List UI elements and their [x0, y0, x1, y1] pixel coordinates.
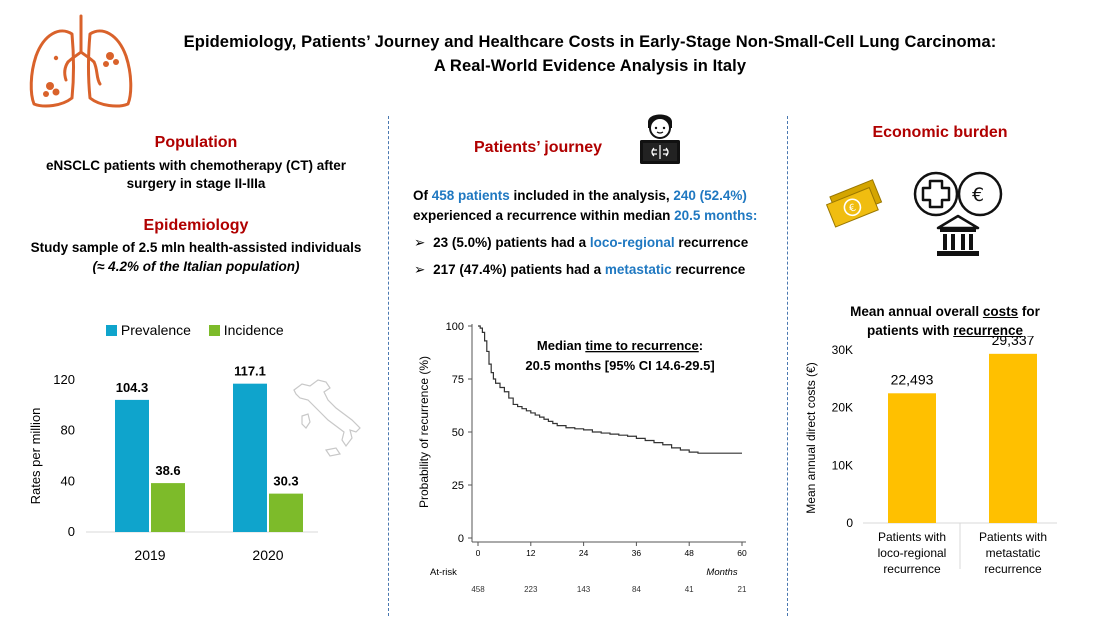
page-title: Epidemiology, Patients’ Journey and Heal… — [183, 33, 997, 75]
bar-data-label: 104.3 — [116, 380, 149, 395]
bullet-arrow-icon: ➢ — [414, 235, 426, 250]
doctor-xray-icon — [640, 114, 680, 164]
km-annotation-line1: Median time to recurrence: — [537, 338, 703, 353]
cost-bar-metastatic — [989, 353, 1037, 523]
at-risk-count: 223 — [524, 585, 538, 594]
bar-data-label: 30.3 — [273, 474, 298, 489]
at-risk-count: 143 — [577, 585, 591, 594]
cost-category-label: Patients with — [979, 530, 1047, 544]
population-text: eNSCLC patients with chemotherapy (CT) a… — [45, 158, 347, 191]
cost-y-tick-label: 30K — [832, 343, 853, 357]
cost-y-tick-label: 20K — [832, 401, 853, 415]
cost-bar-loco-regional — [888, 393, 936, 523]
bar-prevalence-2020 — [233, 383, 267, 532]
cost-category-label: recurrence — [883, 562, 941, 576]
at-risk-count: 21 — [738, 585, 747, 594]
bar-data-label: 117.1 — [234, 364, 266, 379]
km-annotation-line2: 20.5 months [95% CI 14.6-29.5] — [525, 358, 714, 373]
legend-swatch-incidence — [208, 325, 220, 336]
journey-heading: Patients’ journey — [474, 139, 603, 156]
y-tick-label: 0 — [68, 524, 75, 539]
epidemiology-bar-chart: 0 40 80 120 Rates per million 104.3 38.6 2019 11… — [28, 364, 318, 563]
euro-symbol: € — [972, 184, 984, 206]
bar-incidence-2020 — [269, 493, 303, 532]
km-x-tick-label: 12 — [526, 548, 536, 558]
journey-intro: Of 458 patients included in the analysis… — [413, 188, 758, 223]
bar-incidence-2019 — [151, 483, 185, 532]
km-y-tick-label: 25 — [452, 480, 464, 492]
cost-category-label: Patients with — [878, 530, 946, 544]
legend-swatch-prevalence — [106, 325, 117, 336]
money-bills-icon: € — [825, 179, 883, 228]
lungs-icon — [29, 14, 133, 108]
journey-bullet-metastatic: ➢ 217 (47.4%) patients had a metastatic … — [414, 262, 746, 277]
km-x-tick-label: 60 — [737, 548, 747, 558]
epidemiology-note: (≈ 4.2% of the Italian population) — [92, 259, 300, 274]
km-x-tick-label: 48 — [684, 548, 694, 558]
at-risk-count: 41 — [685, 585, 694, 594]
km-x-tick-label: 36 — [632, 548, 642, 558]
cost-y-tick-label: 0 — [846, 516, 853, 530]
y-tick-label: 120 — [53, 372, 75, 387]
healthcare-bank-icon: € — [913, 171, 1003, 256]
km-x-tick-label: 0 — [476, 548, 481, 558]
km-y-tick-label: 50 — [452, 427, 464, 439]
y-tick-label: 40 — [61, 473, 75, 488]
population-heading: Population — [154, 134, 238, 151]
at-risk-label: At-risk — [430, 567, 457, 578]
km-x-axis-title: Months — [706, 567, 737, 578]
cost-y-tick-label: 10K — [832, 458, 853, 472]
money-euro-symbol: € — [848, 202, 858, 215]
economic-heading: Economic burden — [872, 124, 1008, 141]
y-axis-title: Rates per million — [28, 408, 43, 505]
cost-chart-title: Mean annual overall costs for patients w… — [850, 304, 1040, 338]
epidemiology-text: Study sample of 2.5 mln health-assisted … — [30, 240, 362, 255]
cost-category-label: metastatic — [986, 546, 1041, 560]
legend-label-prevalence: Prevalence — [120, 322, 191, 338]
km-y-axis-title: Probability of recurrence (%) — [417, 356, 431, 508]
x-category-label: 2020 — [252, 547, 283, 563]
km-y-tick-label: 100 — [446, 321, 464, 333]
x-category-label: 2019 — [134, 547, 165, 563]
recurrence-curve-chart: 0 25 50 75 100 0 458 12 223 24 143 36 84 48 41 60 21Mont… — [417, 321, 747, 594]
bar-data-label: 38.6 — [155, 463, 180, 478]
divider-right — [787, 116, 788, 616]
km-y-tick-label: 0 — [458, 533, 464, 545]
at-risk-count: 84 — [632, 585, 641, 594]
legend-label-incidence: Incidence — [223, 322, 284, 338]
divider-left — [388, 116, 389, 616]
km-x-tick-label: 24 — [579, 548, 589, 558]
epidemiology-heading: Epidemiology — [143, 217, 249, 234]
cost-data-label: 29,337 — [992, 336, 1035, 348]
cost-category-label: loco-regional — [878, 546, 947, 560]
italy-map-icon — [293, 379, 361, 457]
journey-bullet-loco: ➢ 23 (5.0%) patients had a loco-regional… — [414, 235, 749, 250]
y-tick-label: 80 — [61, 423, 75, 438]
bullet-arrow-icon: ➢ — [414, 262, 426, 277]
cost-category-label: recurrence — [984, 562, 1042, 576]
recurrence-curve-line — [478, 325, 742, 454]
cost-y-axis-title: Mean annual direct costs (€) — [804, 362, 818, 513]
cost-bar-chart: 0 10K 20K 30K Mean annual direct costs (€) 22… — [804, 336, 1057, 576]
bar-prevalence-2019 — [115, 399, 149, 532]
at-risk-count: 458 — [471, 585, 485, 594]
epi-legend: Prevalence Incidence — [106, 322, 284, 338]
km-y-tick-label: 75 — [452, 374, 464, 386]
cost-data-label: 22,493 — [891, 371, 934, 387]
